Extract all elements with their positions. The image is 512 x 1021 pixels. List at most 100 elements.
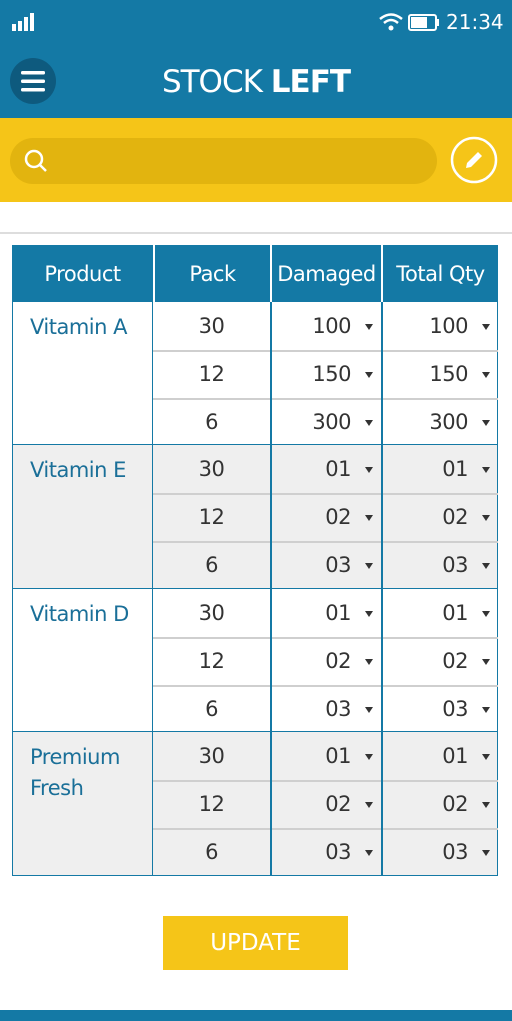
- dropdown-arrow: [365, 850, 373, 857]
- col-divider: [270, 780, 272, 829]
- dropdown-arrow: [365, 610, 373, 617]
- dropdown-arrow: [482, 371, 490, 378]
- total-dropdown[interactable]: 02: [442, 648, 468, 673]
- col-divider: [270, 493, 272, 542]
- dropdown-arrow: [482, 754, 490, 761]
- column-header: Damaged: [270, 245, 381, 302]
- col-divider: [381, 732, 383, 781]
- col-divider: [270, 636, 272, 685]
- dropdown-arrow: [482, 563, 490, 570]
- row-divider: [153, 684, 498, 687]
- dropdown-arrow: [365, 754, 373, 761]
- col-divider: [270, 397, 272, 446]
- pack-cell: 12: [198, 505, 225, 530]
- column-header: Pack: [153, 245, 270, 302]
- damaged-dropdown[interactable]: 100: [312, 313, 351, 338]
- column-header: Product: [12, 245, 153, 302]
- signal-icon: [12, 13, 34, 31]
- damaged-dropdown[interactable]: 03: [325, 840, 351, 865]
- damaged-dropdown[interactable]: 150: [312, 361, 351, 386]
- total-dropdown[interactable]: 01: [442, 744, 468, 769]
- col-divider: [381, 493, 383, 542]
- dropdown-arrow: [482, 419, 490, 426]
- dropdown-arrow: [365, 467, 373, 474]
- dropdown-arrow: [482, 323, 490, 330]
- col-divider: [381, 636, 383, 685]
- dropdown-arrow: [365, 323, 373, 330]
- dropdown-arrow: [365, 515, 373, 522]
- edit-button[interactable]: [450, 136, 498, 184]
- product-name: Vitamin A: [12, 302, 153, 446]
- damaged-dropdown[interactable]: 01: [325, 744, 351, 769]
- dropdown-arrow: [365, 563, 373, 570]
- pack-cell: 30: [198, 313, 225, 338]
- dropdown-arrow: [365, 706, 373, 713]
- pack-cell: 12: [198, 361, 225, 386]
- product-name: Vitamin E: [12, 445, 153, 589]
- col-divider: [270, 445, 272, 494]
- group-bg: [12, 302, 498, 446]
- dropdown-arrow: [482, 850, 490, 857]
- menu-button[interactable]: [10, 58, 56, 104]
- damaged-dropdown[interactable]: 03: [325, 696, 351, 721]
- dropdown-arrow: [365, 802, 373, 809]
- col-divider: [381, 828, 383, 876]
- divider: [0, 232, 512, 234]
- damaged-dropdown[interactable]: 02: [325, 792, 351, 817]
- total-dropdown[interactable]: 300: [429, 409, 468, 434]
- title-regular: STOCK: [161, 64, 263, 100]
- pack-cell: 6: [205, 409, 218, 434]
- total-dropdown[interactable]: 03: [442, 553, 468, 578]
- col-divider: [270, 684, 272, 733]
- dropdown-arrow: [365, 371, 373, 378]
- group-bg: [12, 445, 498, 589]
- stock-table: Product Pack Damaged Total Qty Vitamin A 30 10…: [12, 245, 498, 876]
- col-divider: [381, 588, 383, 637]
- row-divider: [153, 636, 498, 639]
- total-dropdown[interactable]: 01: [442, 600, 468, 625]
- total-dropdown[interactable]: 150: [429, 361, 468, 386]
- search-input[interactable]: [10, 138, 437, 184]
- group-bg: [12, 732, 498, 876]
- dropdown-arrow: [482, 658, 490, 665]
- col-divider: [381, 397, 383, 446]
- dropdown-arrow: [365, 419, 373, 426]
- search-icon: [24, 149, 47, 172]
- pack-cell: 12: [198, 648, 225, 673]
- damaged-dropdown[interactable]: 03: [325, 553, 351, 578]
- dropdown-arrow: [482, 706, 490, 713]
- damaged-dropdown[interactable]: 01: [325, 600, 351, 625]
- damaged-dropdown[interactable]: 02: [325, 505, 351, 530]
- col-divider: [381, 780, 383, 829]
- pack-cell: 30: [198, 600, 225, 625]
- dropdown-arrow: [482, 802, 490, 809]
- total-dropdown[interactable]: 03: [442, 840, 468, 865]
- col-divider: [270, 302, 272, 350]
- product-name: Vitamin D: [12, 588, 153, 733]
- col-divider: [270, 588, 272, 637]
- col-divider: [381, 349, 383, 398]
- total-dropdown[interactable]: 02: [442, 792, 468, 817]
- total-dropdown[interactable]: 02: [442, 505, 468, 530]
- update-button[interactable]: UPDATE: [163, 916, 348, 970]
- total-dropdown[interactable]: 01: [442, 457, 468, 482]
- damaged-dropdown[interactable]: 02: [325, 648, 351, 673]
- row-divider: [153, 780, 498, 783]
- row-divider: [153, 828, 498, 831]
- dropdown-arrow: [482, 467, 490, 474]
- row-divider: [153, 541, 498, 544]
- page-title: STOCK LEFT: [0, 64, 512, 100]
- col-divider: [270, 732, 272, 781]
- dropdown-arrow: [365, 658, 373, 665]
- title-bold: LEFT: [270, 64, 351, 100]
- bottom-bar: [0, 1010, 512, 1021]
- group-bg: [12, 588, 498, 733]
- damaged-dropdown[interactable]: 01: [325, 457, 351, 482]
- total-dropdown[interactable]: 100: [429, 313, 468, 338]
- damaged-dropdown[interactable]: 300: [312, 409, 351, 434]
- pack-cell: 12: [198, 792, 225, 817]
- pack-cell: 30: [198, 457, 225, 482]
- col-divider: [270, 541, 272, 589]
- total-dropdown[interactable]: 03: [442, 696, 468, 721]
